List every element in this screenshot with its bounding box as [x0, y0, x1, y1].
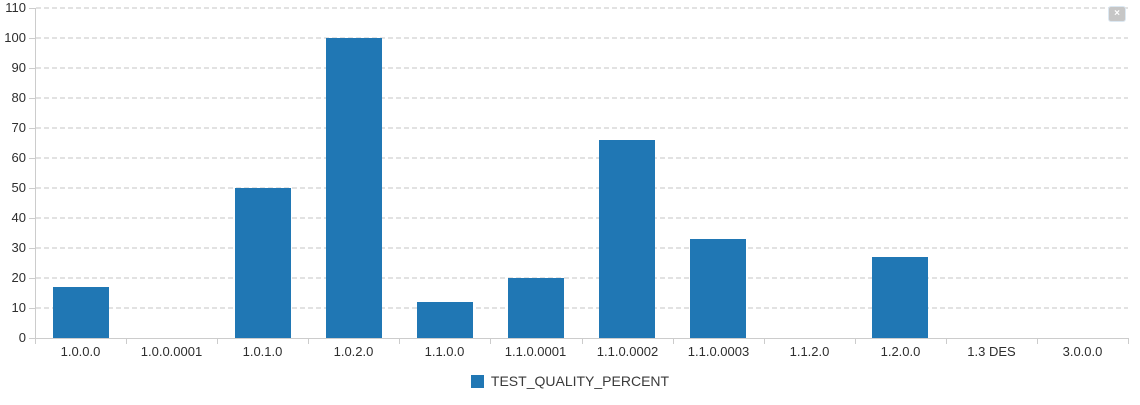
- x-axis-tick: [763, 339, 765, 344]
- bar[interactable]: [235, 188, 291, 338]
- legend-label: TEST_QUALITY_PERCENT: [490, 373, 670, 389]
- bar[interactable]: [872, 257, 928, 338]
- x-axis-tick: [308, 339, 310, 344]
- y-axis-tick: [29, 278, 35, 279]
- legend-item[interactable]: TEST_QUALITY_PERCENT: [0, 370, 1140, 392]
- y-axis-label: 50: [11, 180, 26, 195]
- y-axis-label: 10: [11, 300, 26, 315]
- y-axis-tick: [29, 218, 35, 219]
- x-axis-label: 1.0.1.0: [242, 344, 283, 359]
- x-axis-label: 3.0.0.0: [1062, 344, 1103, 359]
- y-axis-label: 0: [18, 330, 26, 345]
- y-axis-tick: [29, 188, 35, 189]
- y-axis-label: 60: [11, 150, 26, 165]
- y-axis-label: 30: [11, 240, 26, 255]
- y-axis-label: 20: [11, 270, 26, 285]
- x-axis-label: 1.3 DES: [967, 344, 1016, 359]
- y-axis-tick: [29, 38, 35, 39]
- gridline: [36, 97, 1128, 99]
- gridline: [36, 157, 1128, 159]
- x-axis-label: 1.1.2.0: [789, 344, 830, 359]
- bar[interactable]: [417, 302, 473, 338]
- x-axis-tick: [35, 339, 36, 344]
- y-axis-label: 110: [5, 0, 26, 15]
- y-axis-label: 40: [11, 210, 26, 225]
- x-axis-tick: [854, 339, 856, 344]
- bar[interactable]: [508, 278, 564, 338]
- y-axis-tick: [29, 128, 35, 129]
- gridline: [36, 37, 1128, 39]
- y-axis-label: 70: [11, 120, 26, 135]
- gridline: [36, 67, 1128, 69]
- x-axis-label: 1.2.0.0: [880, 344, 921, 359]
- x-axis-label: 1.1.0.0001: [504, 344, 567, 359]
- x-axis-tick: [672, 339, 674, 344]
- bar[interactable]: [599, 140, 655, 338]
- gridline: [36, 217, 1128, 219]
- x-axis-label: 1.0.0.0: [60, 344, 101, 359]
- y-axis-tick: [29, 248, 35, 249]
- y-axis-line: [35, 8, 36, 338]
- y-axis-tick: [29, 308, 35, 309]
- x-axis-tick: [1036, 339, 1038, 344]
- y-axis-tick: [29, 8, 35, 9]
- x-axis-tick: [1128, 339, 1129, 344]
- gridline: [36, 247, 1128, 249]
- x-axis-label: 1.0.0.0001: [140, 344, 203, 359]
- bar[interactable]: [326, 38, 382, 338]
- gridline: [36, 307, 1128, 309]
- y-axis-tick: [29, 98, 35, 99]
- close-icon: ×: [1114, 8, 1120, 19]
- x-axis-tick: [399, 339, 401, 344]
- gridline: [36, 277, 1128, 279]
- bar[interactable]: [53, 287, 109, 338]
- x-axis-tick: [581, 339, 583, 344]
- x-axis-tick: [490, 339, 492, 344]
- y-axis-label: 90: [11, 60, 26, 75]
- gridline: [36, 7, 1128, 9]
- bar[interactable]: [690, 239, 746, 338]
- close-button[interactable]: ×: [1108, 6, 1126, 22]
- x-axis-label: 1.1.0.0003: [687, 344, 750, 359]
- x-axis-tick: [126, 339, 128, 344]
- x-axis-label: 1.1.0.0002: [596, 344, 659, 359]
- gridline: [36, 127, 1128, 129]
- x-axis-tick: [217, 339, 219, 344]
- y-axis-tick: [29, 68, 35, 69]
- x-axis-line: [35, 338, 1129, 339]
- y-axis-tick: [29, 158, 35, 159]
- x-axis-label: 1.0.2.0: [333, 344, 374, 359]
- gridline: [36, 187, 1128, 189]
- x-axis-label: 1.1.0.0: [424, 344, 465, 359]
- x-axis-tick: [945, 339, 947, 344]
- y-axis-label: 100: [4, 30, 26, 45]
- y-axis-tick: [29, 338, 35, 339]
- legend-swatch-icon: [470, 374, 484, 388]
- y-axis-label: 80: [11, 90, 26, 105]
